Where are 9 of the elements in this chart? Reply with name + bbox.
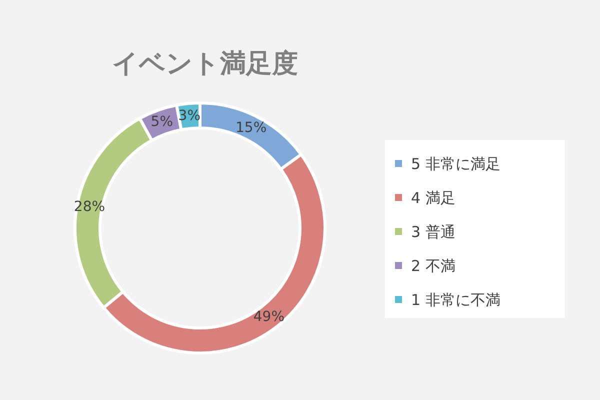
data-label: 5% <box>150 114 173 130</box>
legend-label: 1 非常に不満 <box>411 291 500 309</box>
legend-label: 4 満足 <box>411 189 456 207</box>
legend-label: 3 普通 <box>411 223 456 241</box>
legend-label: 5 非常に満足 <box>411 155 500 173</box>
data-label: 15% <box>236 120 267 136</box>
data-label: 49% <box>253 308 285 325</box>
legend-label: 2 不満 <box>411 257 456 275</box>
chart-title: イベント満足度 <box>112 49 298 79</box>
